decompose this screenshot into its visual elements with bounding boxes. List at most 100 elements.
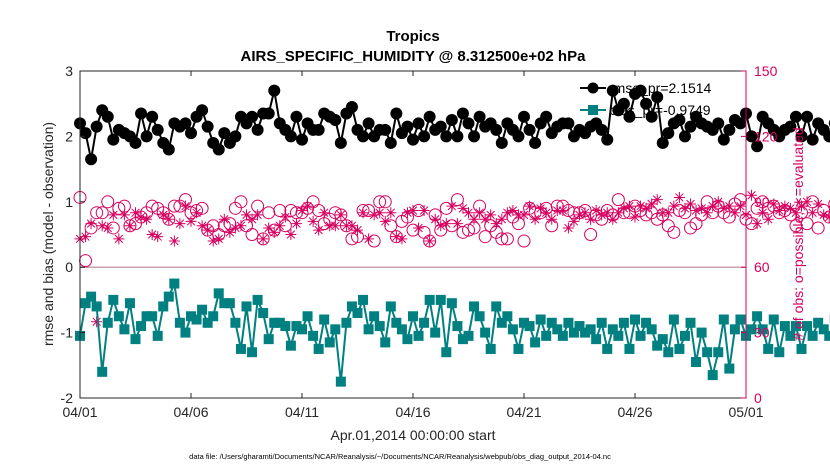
obs-evaluated-point [313, 225, 324, 236]
rmse-point [290, 111, 302, 123]
bias-point [364, 324, 374, 334]
obs-evaluated-point [291, 218, 302, 229]
bias-point [774, 347, 784, 357]
bias-point [303, 311, 313, 321]
bias-point [436, 295, 446, 305]
rmse-point [313, 124, 325, 136]
bias-point [697, 328, 707, 338]
rmse-point [385, 137, 397, 149]
legend-bias-marker [588, 105, 598, 115]
bias-point [97, 367, 107, 377]
bias-point [253, 295, 263, 305]
legend-rmse-label: rmse_pr=2.1514 [609, 80, 712, 96]
x-tick-label: 05/01 [728, 404, 763, 420]
rmse-point [213, 143, 225, 155]
obs-evaluated-point [241, 209, 252, 220]
obs-evaluated-point [119, 209, 130, 220]
bias-point [619, 318, 629, 328]
obs-evaluated-point [285, 229, 296, 240]
bias-point [242, 301, 252, 311]
rmse-point [601, 134, 613, 146]
bias-point [247, 347, 257, 357]
obs-evaluated-point [430, 214, 441, 225]
obs-evaluated-point [724, 201, 735, 212]
obs-evaluated-point [713, 196, 724, 207]
obs-evaluated-point [202, 225, 213, 236]
rmse-point [529, 137, 541, 149]
rmse-point [268, 85, 280, 97]
obs-evaluated-point [480, 214, 491, 225]
obs-evaluated-point [630, 212, 641, 223]
obs-evaluated-point [524, 201, 535, 212]
bias-point [780, 321, 790, 331]
y-axis-label-right: # of obs: o=possible; ∗=evaluated [790, 127, 806, 340]
bias-point [602, 344, 612, 354]
rmse-point [379, 124, 391, 136]
bias-point [563, 318, 573, 328]
obs-evaluated-point [280, 212, 291, 223]
obs-evaluated-point [396, 233, 407, 244]
obs-evaluated-point [585, 214, 596, 225]
obs-evaluated-point [641, 203, 652, 214]
rmse-point [263, 108, 275, 120]
x-axis-label: Apr.01,2014 00:00:00 start [330, 427, 495, 443]
obs-evaluated-point [419, 205, 430, 216]
y-tick-label-left: 0 [65, 259, 73, 275]
obs-evaluated-point [530, 214, 541, 225]
bias-point [169, 279, 179, 289]
obs-evaluated-point [180, 201, 191, 212]
obs-evaluated-point [269, 227, 280, 238]
bias-point [308, 331, 318, 341]
bias-point [336, 377, 346, 387]
bias-point [119, 324, 129, 334]
obs-evaluated-point [496, 214, 507, 225]
bias-point [136, 321, 146, 331]
obs-evaluated-point [563, 222, 574, 233]
obs-evaluated-point [191, 207, 202, 218]
bias-point [724, 364, 734, 374]
rmse-point [335, 137, 347, 149]
rmse-point [801, 111, 813, 123]
bias-point [414, 331, 424, 341]
obs-evaluated-point [469, 214, 480, 225]
obs-evaluated-point [258, 233, 269, 244]
bias-point [452, 321, 462, 331]
bias-point [769, 315, 779, 325]
obs-evaluated-point [735, 201, 746, 212]
y-tick-label-right: 30 [754, 325, 770, 341]
x-tick-label: 04/06 [173, 404, 208, 420]
rmse-point [807, 134, 819, 146]
y-tick-label-left: 1 [65, 194, 73, 210]
rmse-point [196, 104, 208, 116]
bias-point [375, 321, 385, 331]
y-tick-label-right: 90 [754, 194, 770, 210]
bias-point [624, 344, 634, 354]
obs-evaluated-point [163, 214, 174, 225]
bias-point [441, 347, 451, 357]
obs-evaluated-point [213, 233, 224, 244]
rmse-point [524, 124, 536, 136]
obs-evaluated-point [219, 214, 230, 225]
rmse-point [463, 117, 475, 129]
bias-point [613, 331, 623, 341]
obs-evaluated-point [652, 194, 663, 205]
rmse-point [490, 124, 502, 136]
obs-evaluated-point [224, 227, 235, 238]
bias-point [286, 341, 296, 351]
rmse-point [401, 121, 413, 133]
bias-point [536, 315, 546, 325]
obs-evaluated-point [763, 214, 774, 225]
obs-evaluated-point [568, 216, 579, 227]
rmse-point [518, 111, 530, 123]
rmse-point [80, 127, 92, 139]
bias-point [669, 315, 679, 325]
bias-point [131, 334, 141, 344]
obs-evaluated-point [186, 216, 197, 227]
bias-point [475, 311, 485, 321]
y-tick-label-right: 0 [754, 390, 762, 406]
obs-evaluated-point [768, 198, 779, 209]
y-tick-label-left: -2 [61, 390, 74, 406]
bias-point [541, 331, 551, 341]
